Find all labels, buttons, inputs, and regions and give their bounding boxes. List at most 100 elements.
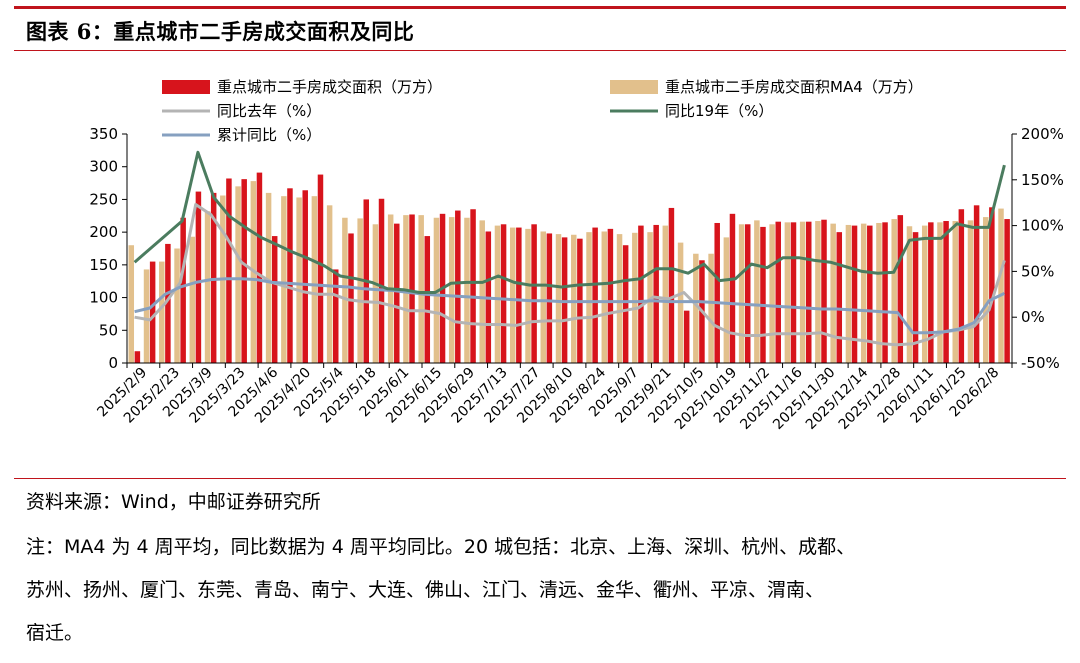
bar-ma4 — [784, 222, 791, 363]
left-tick-label: 100 — [89, 289, 118, 307]
bar-weekly — [500, 224, 507, 363]
bar-weekly — [851, 225, 858, 363]
line-yoy-2019 — [133, 150, 1006, 294]
note-line-2: 苏州、扬州、厦门、东莞、青岛、南宁、大连、佛山、江门、清远、金华、衢州、平凉、渭… — [26, 579, 825, 601]
bar-ma4 — [983, 217, 989, 363]
legend-weekly-swatch — [162, 80, 210, 94]
bar-weekly — [653, 224, 659, 363]
legend-ma4-label: 重点城市二手房成交面积MA4（万方） — [665, 78, 923, 96]
bar-ma4 — [143, 269, 150, 363]
bar-weekly — [790, 222, 797, 363]
bar-ma4 — [799, 221, 806, 363]
bar-weekly — [424, 236, 431, 363]
bar-weekly — [470, 209, 476, 363]
top-rule — [14, 6, 1066, 9]
bar-weekly — [806, 221, 812, 363]
bar-weekly — [683, 310, 690, 363]
chart: 0 50 100 150 200 250 300 350 -50% 0% 50% 100% 150% 20… — [89, 78, 1064, 433]
bar-weekly — [165, 243, 171, 363]
legend-cumulative-yoy-label: 累计同比（%） — [217, 126, 321, 144]
bar-weekly — [638, 225, 644, 363]
left-tick-label: 150 — [89, 256, 118, 274]
left-tick-label: 300 — [89, 158, 118, 176]
bar-weekly — [729, 213, 736, 363]
bar-weekly — [821, 219, 827, 363]
bar-weekly — [943, 221, 949, 363]
bar-ma4 — [494, 225, 501, 363]
bar-ma4 — [128, 245, 135, 363]
left-tick-label: 200 — [89, 223, 118, 241]
bar-ma4 — [235, 186, 241, 363]
right-tick-label: 0% — [1021, 308, 1045, 326]
bar-ma4 — [754, 220, 760, 363]
legend-weekly-label: 重点城市二手房成交面积（万方） — [217, 78, 442, 96]
bar-ma4 — [357, 218, 363, 363]
bar-ma4 — [265, 192, 272, 363]
bar-ma4 — [159, 261, 165, 363]
bar-ma4 — [952, 221, 958, 363]
figure-title: 图表 6：重点城市二手房成交面积及同比 — [26, 19, 415, 44]
bar-weekly — [882, 222, 888, 363]
bar-ma4 — [204, 211, 211, 363]
right-tick-label: -50% — [1021, 354, 1060, 372]
bar-weekly — [149, 261, 156, 363]
bar-ma4 — [815, 221, 821, 363]
bar-weekly — [348, 233, 354, 363]
right-tick-label: 150% — [1021, 171, 1064, 189]
bar-ma4 — [342, 217, 348, 363]
bar-weekly — [455, 210, 461, 363]
bar-weekly — [867, 225, 873, 363]
note-line-3: 宿迁。 — [26, 622, 84, 644]
bar-ma4 — [769, 224, 775, 363]
bar-weekly — [622, 245, 629, 363]
bar-ma4 — [845, 224, 852, 363]
bar-ma4 — [693, 253, 699, 363]
bar-ma4 — [616, 234, 623, 363]
line-cumulative-yoy — [134, 277, 1006, 335]
bar-ma4 — [540, 231, 547, 363]
left-tick-label: 250 — [89, 190, 118, 208]
bar-ma4 — [296, 197, 302, 363]
bar-weekly — [760, 226, 766, 363]
left-tick-label: 50 — [99, 321, 118, 339]
bar-ma4 — [555, 234, 562, 363]
line-yoy-last-year — [134, 203, 1006, 347]
bar-weekly — [378, 198, 385, 363]
bar-weekly — [973, 205, 980, 363]
bar-weekly — [714, 222, 720, 363]
legend-ma4-swatch — [610, 80, 658, 94]
bar-weekly — [241, 179, 247, 363]
right-tick-label: 200% — [1021, 125, 1064, 143]
bar-ma4 — [967, 220, 974, 363]
line-series — [133, 150, 1006, 347]
bar-weekly — [836, 232, 843, 363]
bar-weekly — [394, 223, 400, 363]
bar-ma4 — [738, 224, 745, 363]
bar-ma4 — [906, 226, 913, 363]
bar-weekly — [271, 236, 278, 363]
bar-weekly — [668, 207, 675, 363]
bar-weekly — [607, 228, 614, 363]
bar-weekly — [134, 351, 141, 363]
bar-ma4 — [372, 224, 379, 363]
bar-weekly — [195, 191, 202, 363]
bar-ma4 — [632, 232, 638, 363]
bar-ma4 — [174, 248, 180, 363]
bar-weekly — [744, 224, 751, 363]
bar-ma4 — [998, 208, 1004, 363]
note-line-1: 注：MA4 为 4 周平均，同比数据为 4 周平均同比。20 城包括：北京、上海… — [26, 536, 856, 558]
bar-ma4 — [509, 227, 516, 363]
bar-ma4 — [723, 237, 730, 363]
bar-weekly — [775, 221, 781, 363]
bar-weekly — [302, 190, 308, 363]
bar-weekly — [317, 174, 324, 363]
right-tick-label: 50% — [1021, 262, 1054, 280]
left-tick-label: 350 — [89, 125, 118, 143]
bar-weekly — [531, 224, 537, 363]
left-tick-label: 0 — [108, 354, 118, 372]
bar-weekly — [409, 214, 415, 363]
bar-ma4 — [189, 236, 196, 363]
bar-ma4 — [571, 234, 577, 363]
bottom-rule — [14, 478, 1066, 479]
bar-weekly — [912, 232, 919, 363]
